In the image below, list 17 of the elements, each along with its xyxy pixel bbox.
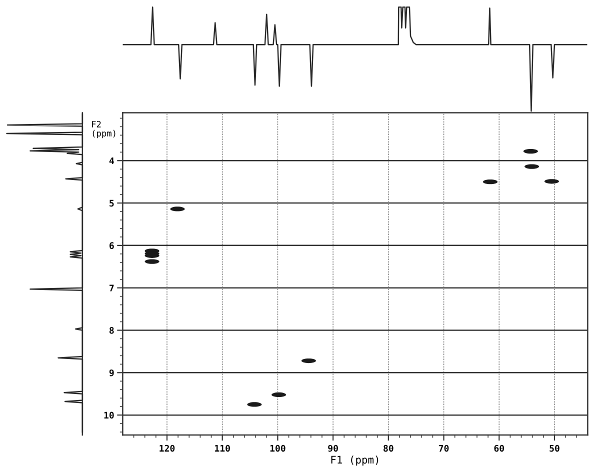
y-tick-label: 8	[110, 326, 114, 334]
x-tick-label: 80	[384, 444, 394, 452]
x-tick-label: 90	[328, 444, 338, 452]
y-axis-title: F2 (ppm)	[92, 120, 116, 138]
x-tick-label: 110	[215, 444, 230, 452]
x-tick-label: 120	[160, 444, 175, 452]
y-tick-label: 4	[109, 157, 114, 164]
y-tick-label: 10	[104, 412, 114, 419]
y-tick-label: 7	[110, 284, 114, 292]
x-tick-label: 70	[438, 444, 449, 452]
x-tick-label: 60	[494, 444, 504, 452]
y-tick-label: 6	[110, 242, 114, 250]
y-tick-label: 5	[110, 200, 114, 207]
x-axis-title: F1 (ppm)	[331, 456, 378, 466]
y-tick-label: 9	[109, 369, 114, 376]
x-tick-label: 50	[550, 444, 560, 452]
x-tick-label: 100	[270, 444, 286, 452]
